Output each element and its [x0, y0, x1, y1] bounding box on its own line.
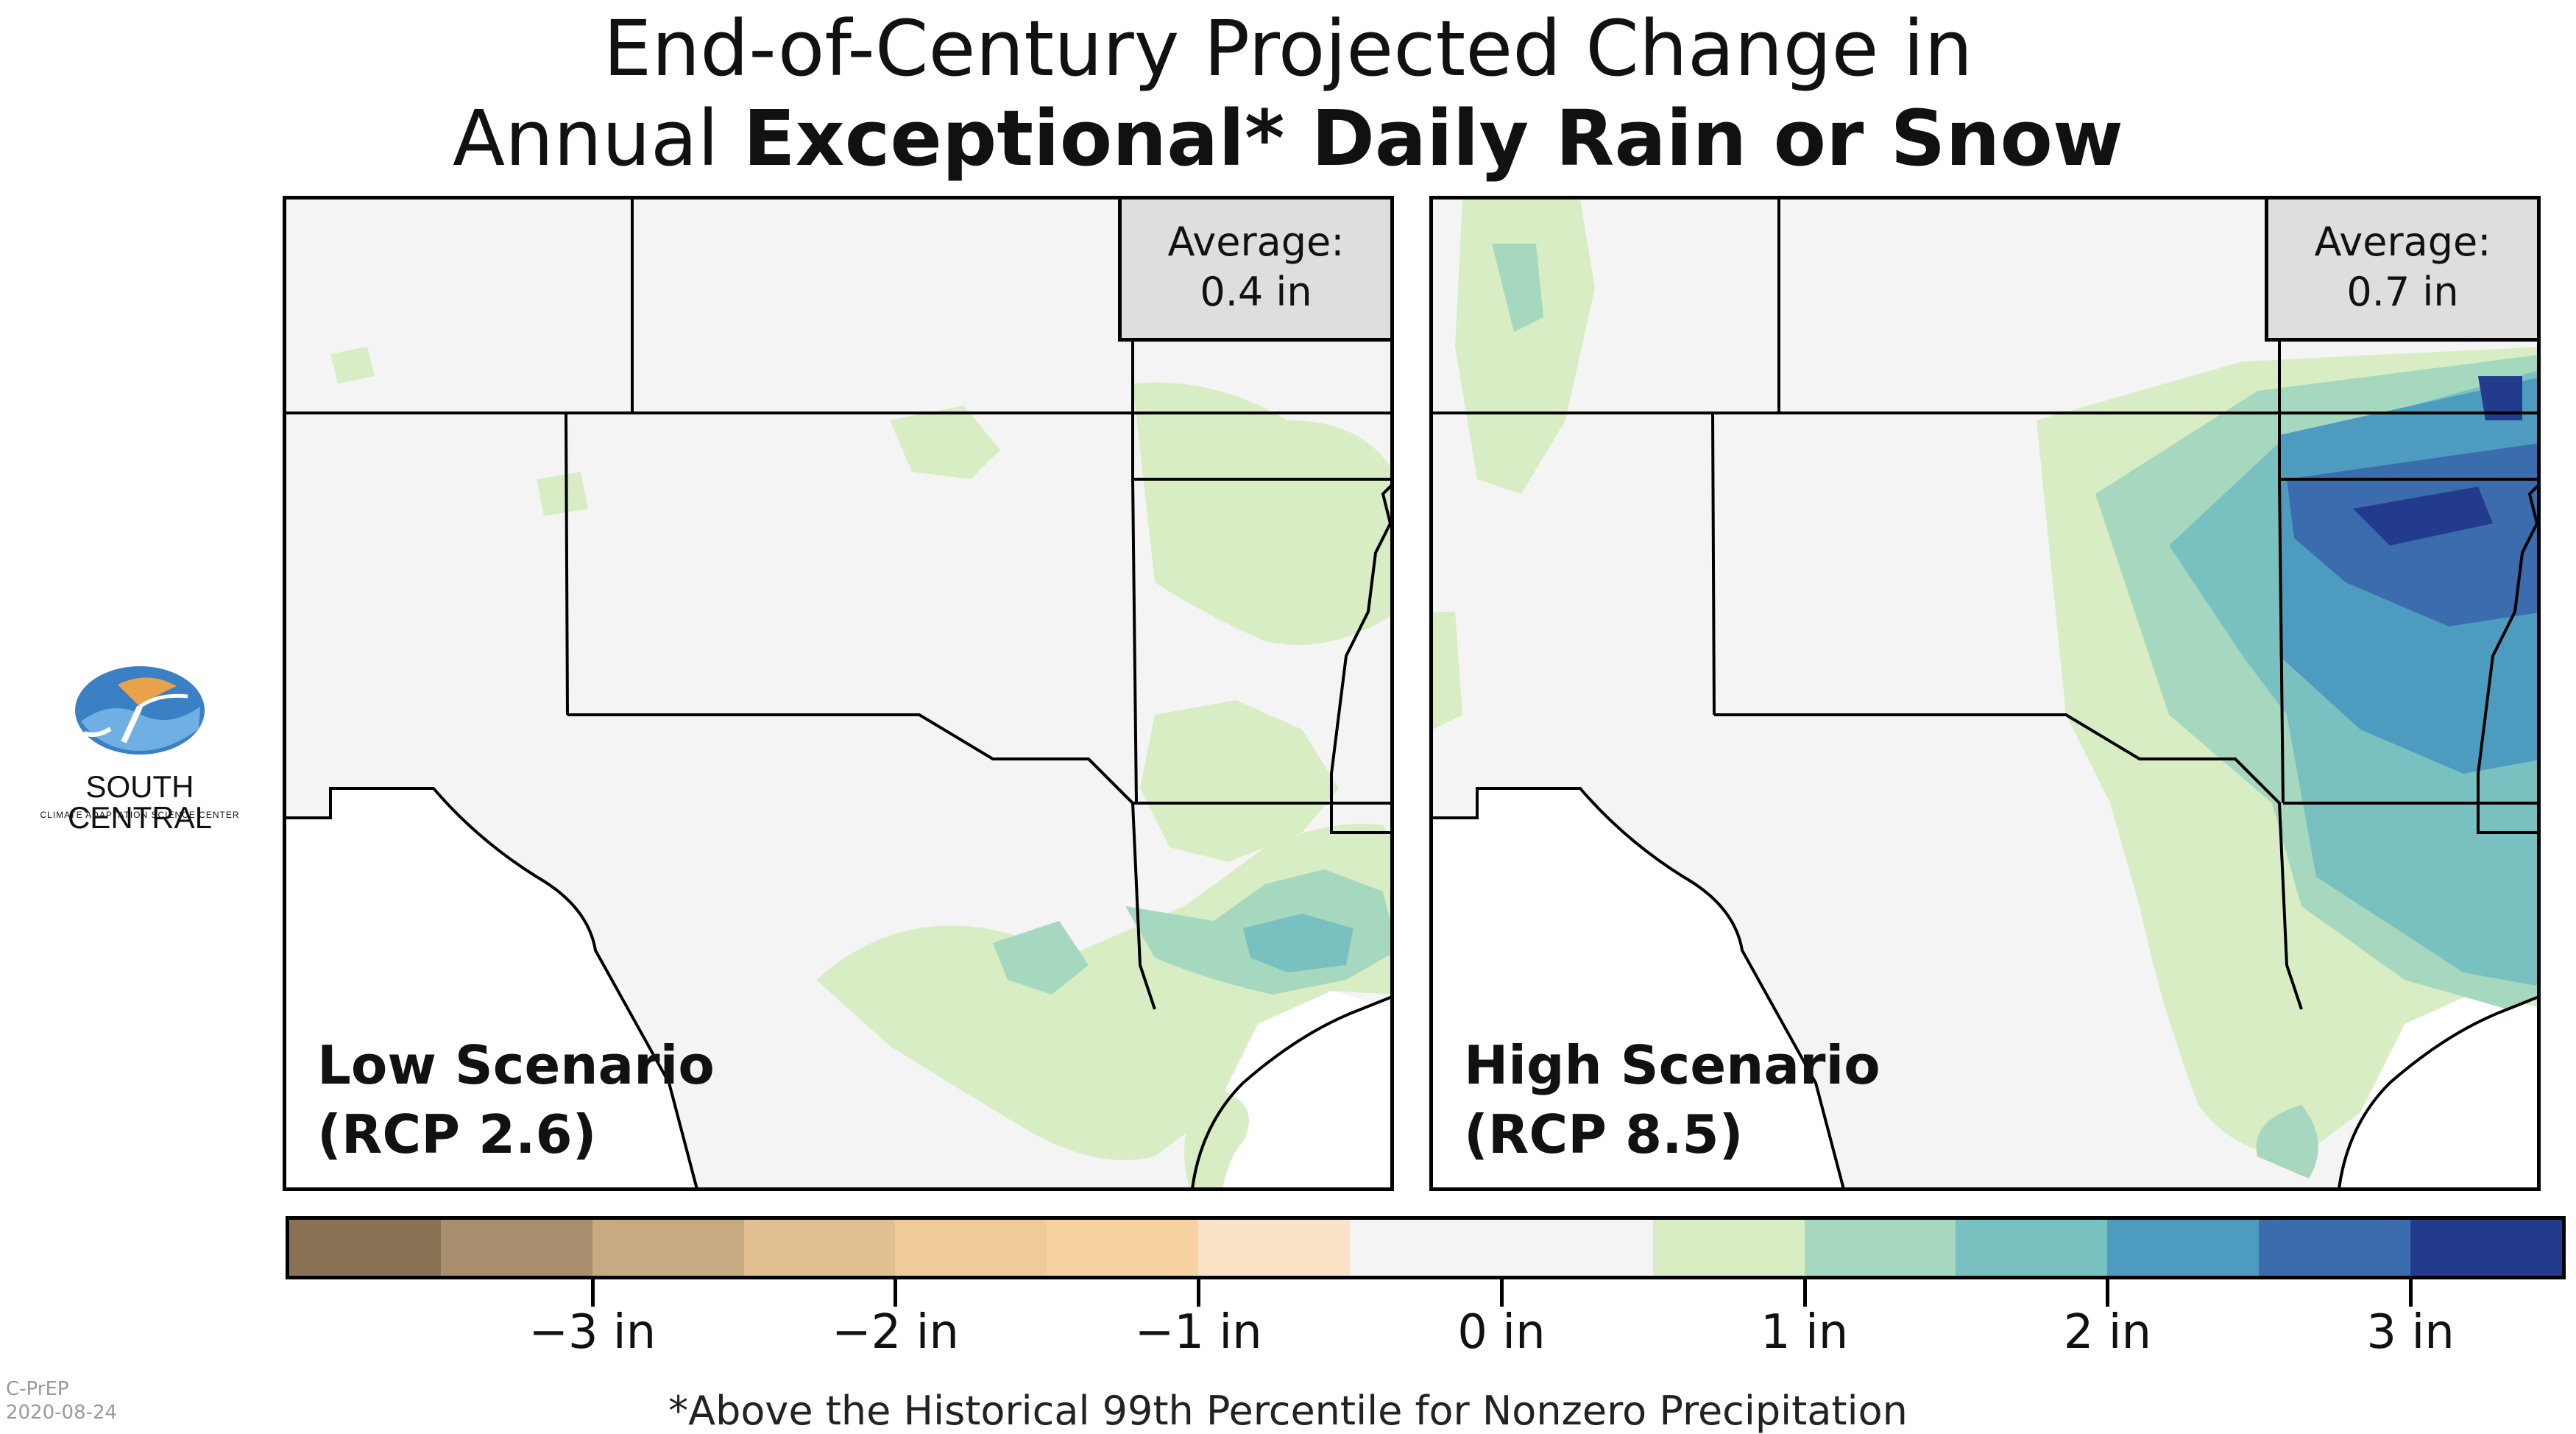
title-emphasis: Exceptional* Daily Rain or Snow — [743, 93, 2123, 183]
map-panel-low-scenario: Average: 0.4 in Low Scenario (RCP 2.6) — [283, 196, 1394, 1191]
legend-color-8 — [1501, 1220, 1653, 1276]
color-scale-legend — [286, 1216, 2566, 1279]
scenario-rcp: (RCP 2.6) — [317, 1103, 597, 1165]
legend-tick — [1802, 1276, 1807, 1307]
map-panel-high-scenario: Average: 0.7 in High Scenario (RCP 8.5) — [1429, 196, 2541, 1191]
legend-color-4 — [895, 1220, 1047, 1276]
scenario-label-high: High Scenario (RCP 8.5) — [1464, 1031, 1880, 1169]
legend-tick — [2106, 1276, 2110, 1307]
legend-color-13 — [2259, 1220, 2411, 1276]
legend-color-11 — [1956, 1220, 2108, 1276]
legend-tick — [1197, 1276, 1201, 1307]
legend-tick-label: −1 in — [1134, 1305, 1262, 1360]
legend-color-6 — [1198, 1220, 1351, 1276]
legend-tick — [2409, 1276, 2413, 1307]
legend-tick — [590, 1276, 595, 1307]
legend-tick-label: 1 in — [1760, 1305, 1849, 1360]
scenario-name: High Scenario — [1464, 1034, 1880, 1096]
map-title-line-2: Annual Exceptional* Daily Rain or Snow — [0, 100, 2576, 177]
legend-color-5 — [1047, 1220, 1199, 1276]
credit-date: 2020-08-24 — [6, 1402, 118, 1424]
logo-subtitle: CLIMATE ADAPTATION SCIENCE CENTER — [40, 810, 240, 820]
legend-color-14 — [2410, 1220, 2562, 1276]
average-label: Average: — [1167, 219, 1345, 265]
legend-color-1 — [440, 1220, 592, 1276]
scenario-label-low: Low Scenario (RCP 2.6) — [317, 1031, 715, 1169]
legend-tick-label: 3 in — [2366, 1305, 2455, 1360]
legend-color-0 — [289, 1220, 441, 1276]
legend-tick-label: −2 in — [831, 1305, 959, 1360]
average-label: Average: — [2314, 219, 2491, 265]
credit-source: C-PrEP — [6, 1378, 69, 1400]
title-prefix: Annual — [453, 93, 743, 183]
legend-color-7 — [1350, 1220, 1501, 1276]
south-central-casc-logo: SOUTH CENTRAL CLIMATE ADAPTATION SCIENCE… — [29, 655, 250, 847]
legend-color-9 — [1652, 1220, 1805, 1276]
legend-tick-label: 0 in — [1457, 1305, 1546, 1360]
scenario-rcp: (RCP 8.5) — [1464, 1103, 1744, 1165]
average-box-high: Average: 0.7 in — [2265, 199, 2537, 342]
legend-tick-label: −3 in — [528, 1305, 657, 1360]
high-scenario-map — [1433, 199, 2537, 1187]
legend-color-2 — [592, 1220, 744, 1276]
logo-name: SOUTH CENTRAL — [67, 769, 213, 835]
legend-color-10 — [1804, 1220, 1956, 1276]
legend-tick-label: 2 in — [2063, 1305, 2152, 1360]
bird-emblem-icon — [75, 666, 205, 755]
average-value: 0.4 in — [1200, 268, 1312, 315]
average-box-low: Average: 0.4 in — [1118, 199, 1390, 342]
legend-color-3 — [743, 1220, 896, 1276]
map-title-line-1: End-of-Century Projected Change in — [603, 4, 1973, 93]
scenario-name: Low Scenario — [317, 1034, 715, 1096]
legend-tick — [1499, 1276, 1504, 1307]
average-value: 0.7 in — [2346, 268, 2459, 315]
legend-tick — [894, 1276, 898, 1307]
legend-color-12 — [2107, 1220, 2260, 1276]
footnote: *Above the Historical 99th Percentile fo… — [668, 1388, 1908, 1434]
low-scenario-map — [286, 199, 1390, 1187]
